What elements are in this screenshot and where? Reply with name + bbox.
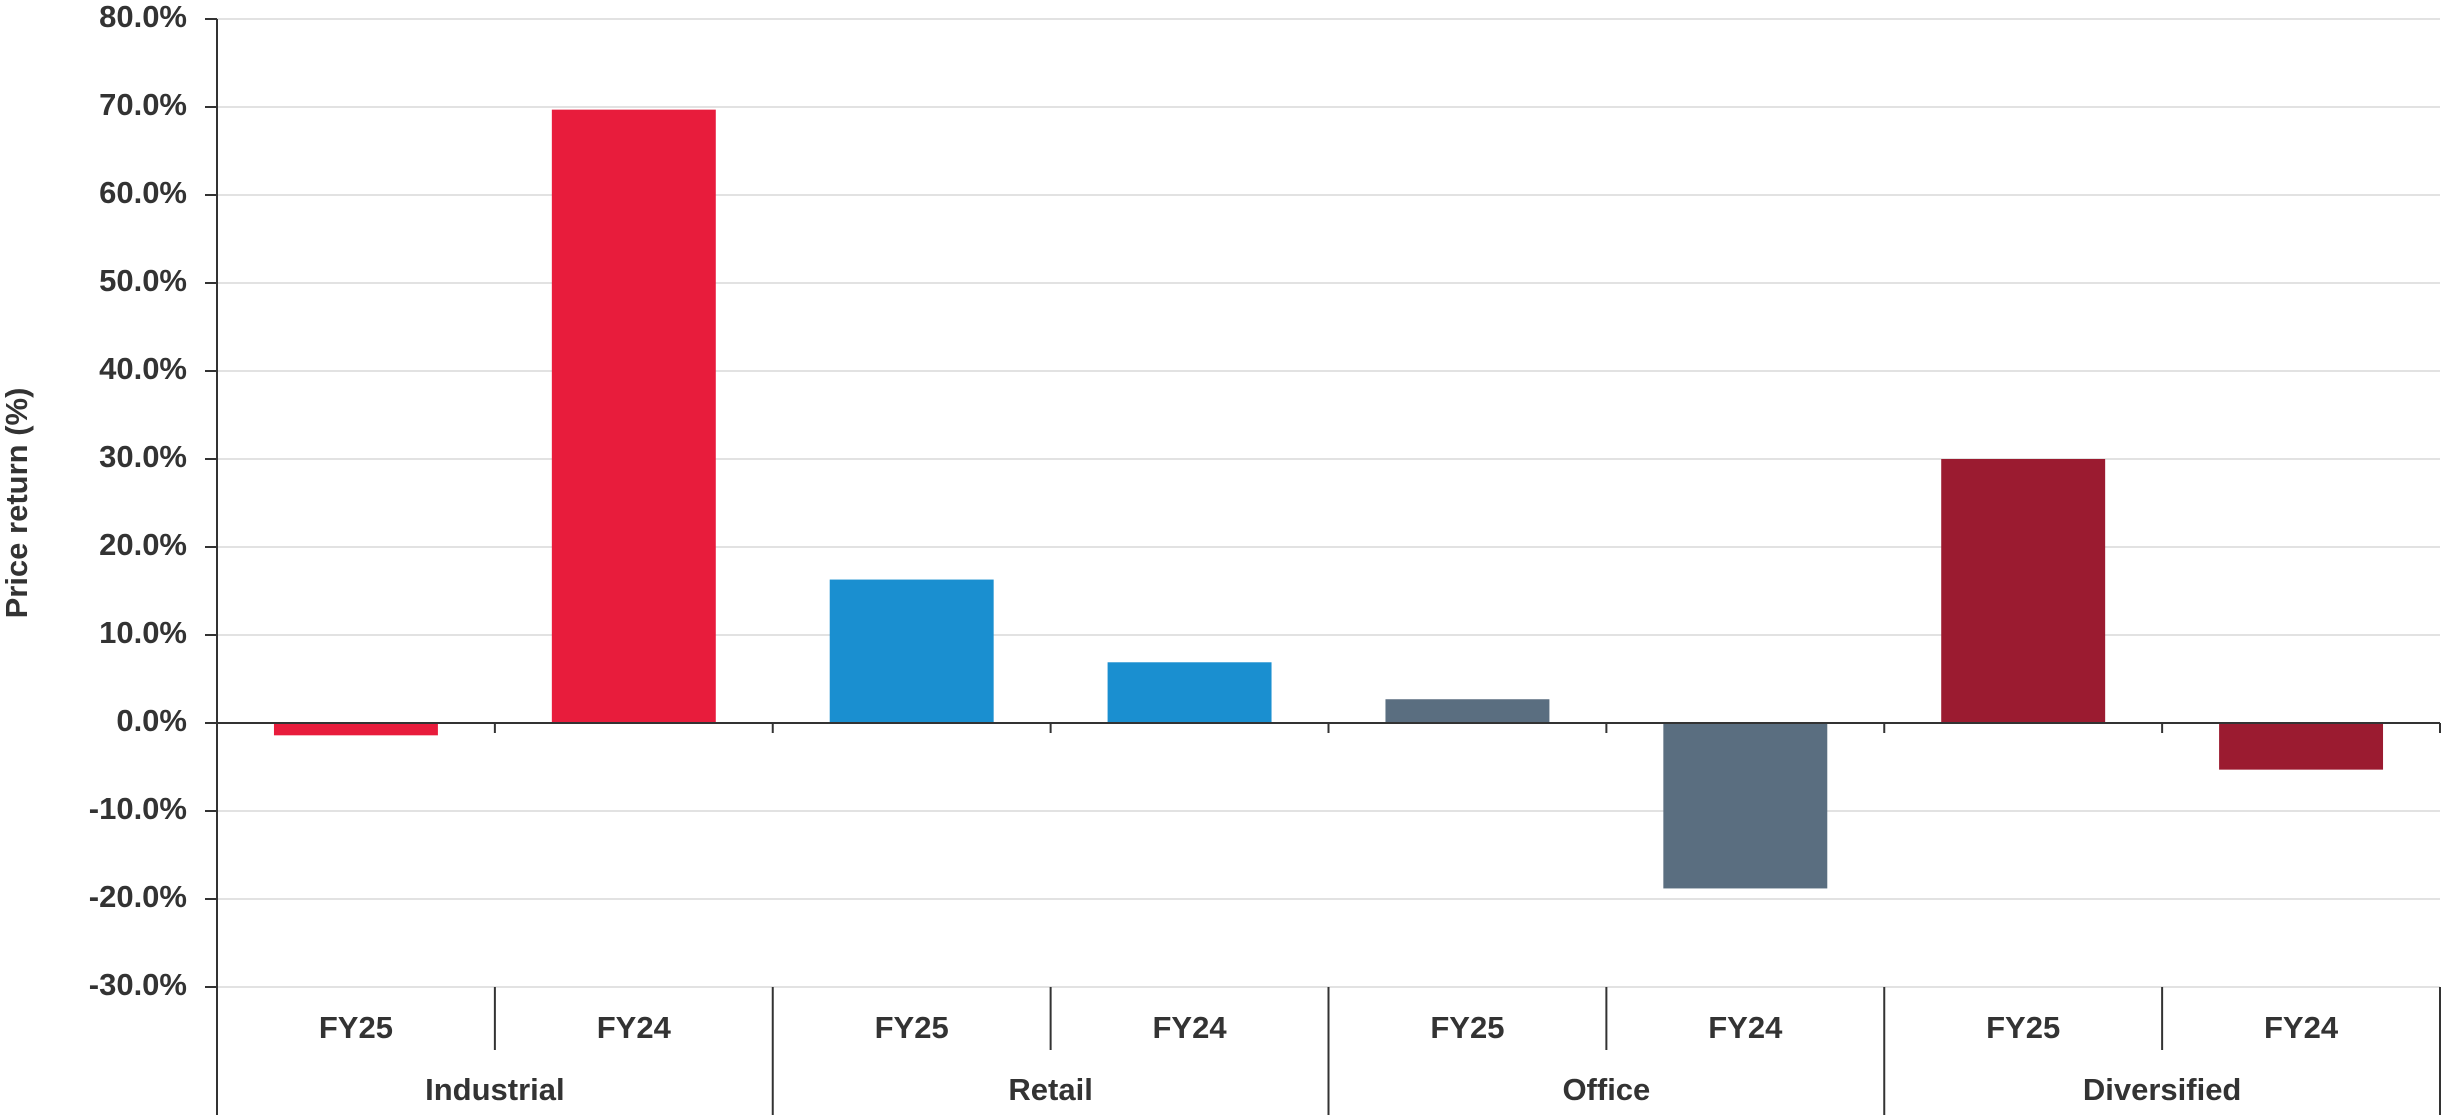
y-tick-label: -30.0% — [89, 967, 187, 1002]
bar — [829, 579, 994, 723]
x-tick-label: FY25 — [319, 1010, 393, 1045]
x-tick-label: FY25 — [875, 1010, 949, 1045]
bar — [1385, 699, 1550, 723]
group-label: Diversified — [2083, 1072, 2242, 1107]
y-tick-label: 40.0% — [99, 351, 187, 386]
x-tick-label: FY25 — [1430, 1010, 1504, 1045]
y-axis-label: Price return (%) — [0, 388, 34, 619]
x-tick-label: FY25 — [1986, 1010, 2060, 1045]
y-tick-label: 0.0% — [116, 703, 187, 738]
y-tick-label: 20.0% — [99, 527, 187, 562]
bar — [1107, 662, 1272, 723]
y-tick-label: 10.0% — [99, 615, 187, 650]
group-label: Retail — [1008, 1072, 1092, 1107]
x-tick-label: FY24 — [1708, 1010, 1783, 1045]
y-tick-label: -20.0% — [89, 879, 187, 914]
x-tick-label: FY24 — [1153, 1010, 1228, 1045]
y-tick-label: 30.0% — [99, 439, 187, 474]
y-tick-label: 80.0% — [99, 0, 187, 34]
bar — [273, 723, 438, 736]
bar — [2219, 723, 2384, 770]
x-tick-label: FY24 — [2264, 1010, 2339, 1045]
bar — [551, 109, 716, 723]
bar — [1663, 723, 1828, 889]
x-tick-label: FY24 — [597, 1010, 672, 1045]
group-label: Office — [1562, 1072, 1650, 1107]
y-tick-label: 50.0% — [99, 263, 187, 298]
y-tick-label: -10.0% — [89, 791, 187, 826]
bar — [1941, 459, 2106, 723]
y-tick-label: 60.0% — [99, 175, 187, 210]
group-label: Industrial — [425, 1072, 565, 1107]
y-tick-label: 70.0% — [99, 87, 187, 122]
